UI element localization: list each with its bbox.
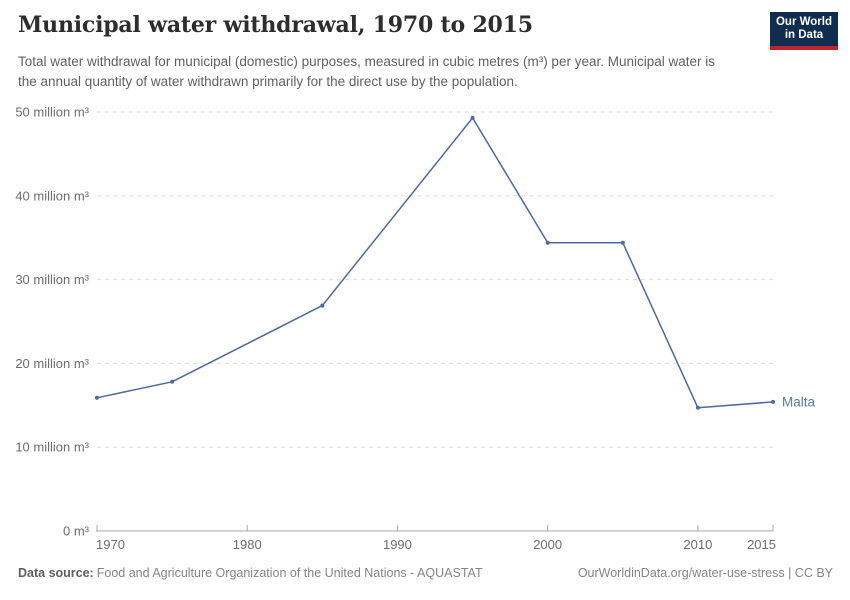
x-tick-label: 1970 — [96, 537, 125, 552]
series-line[interactable] — [96, 117, 774, 409]
data-point-marker[interactable] — [771, 399, 775, 404]
owid-logo[interactable]: Our World in Data — [770, 12, 838, 50]
chart-subtitle: Total water withdrawal for municipal (do… — [18, 54, 716, 89]
page-title: Municipal water withdrawal, 1970 to 2015 — [18, 12, 533, 38]
data-source-label: Data source: — [18, 566, 94, 580]
owid-credit-link[interactable]: OurWorldinData.org/water-use-stress | CC… — [577, 566, 833, 580]
y-tick-label: 10 million m³ — [15, 440, 89, 455]
data-point-marker[interactable] — [170, 379, 175, 384]
owid-logo-box: Our World in Data — [770, 12, 838, 46]
x-tick-label: 1980 — [233, 537, 262, 552]
data-point-marker[interactable] — [620, 240, 625, 245]
y-tick-label: 0 m³ — [63, 524, 90, 539]
data-point-marker[interactable] — [320, 303, 325, 308]
x-tick-label: 2000 — [533, 537, 562, 552]
y-tick-label: 20 million m³ — [15, 356, 89, 371]
data-point-marker[interactable] — [695, 405, 700, 410]
y-tick-label: 30 million m³ — [15, 272, 89, 287]
data-point-marker[interactable] — [545, 240, 550, 245]
line-chart: 0 m³ 10 million m³ 20 million m³ 30 million… — [15, 105, 816, 553]
chart-footer: Data source: Food and Agriculture Organiz… — [18, 566, 833, 580]
owid-logo-stripe — [770, 46, 838, 50]
x-tick-label: 2015 — [747, 537, 776, 552]
owid-logo-line1: Our World — [775, 16, 832, 28]
owid-logo-line2: in Data — [784, 29, 824, 41]
data-source: Data source: Food and Agriculture Organiz… — [18, 566, 483, 580]
x-tick-label: 1990 — [383, 537, 412, 552]
data-point-marker[interactable] — [95, 395, 99, 400]
x-tick-label: 2010 — [683, 537, 712, 552]
entity-label[interactable]: Malta — [782, 394, 816, 409]
data-source-text: Food and Agriculture Organization of the… — [96, 566, 483, 580]
y-tick-label: 40 million m³ — [15, 188, 89, 203]
data-point-marker[interactable] — [470, 115, 475, 120]
y-tick-label: 50 million m³ — [15, 105, 89, 120]
